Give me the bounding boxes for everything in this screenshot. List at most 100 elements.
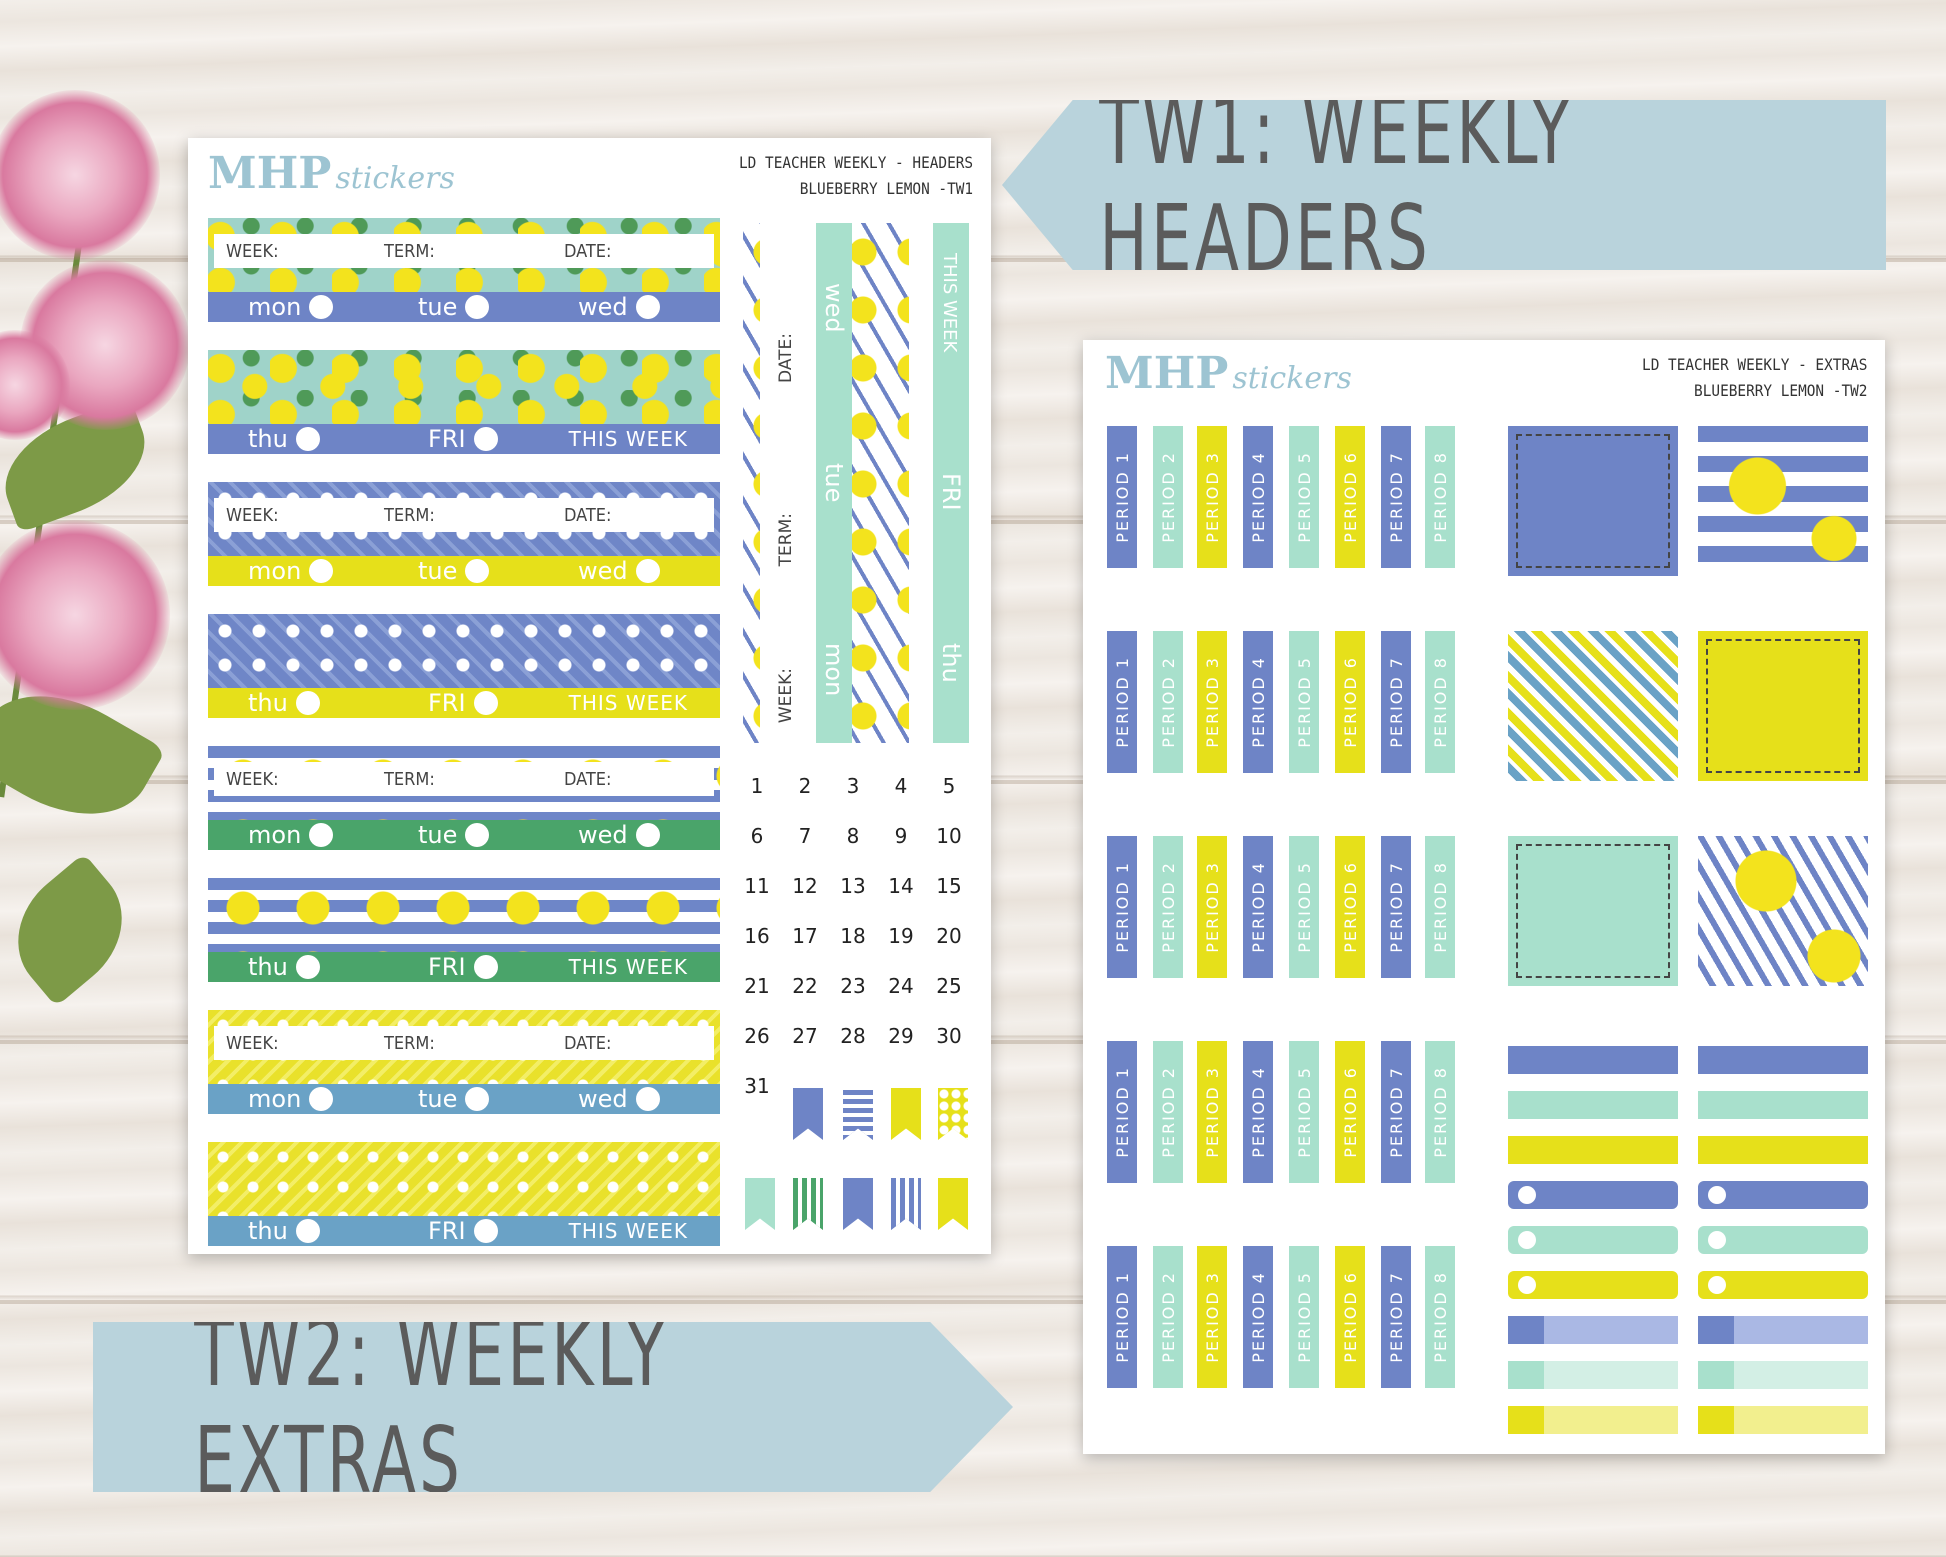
period-label: PERIOD 8 — [1430, 656, 1450, 748]
flag-sticker — [938, 1088, 968, 1140]
flag-sticker — [793, 1088, 823, 1140]
period-sticker: PERIOD 7 — [1381, 426, 1411, 568]
week-term-date-row: WEEK: TERM: DATE: — [214, 1026, 714, 1060]
calendar-date: 8 — [846, 824, 860, 848]
flag-sticker — [745, 1178, 775, 1230]
period-sticker: PERIOD 8 — [1425, 1246, 1455, 1388]
bar-sticker — [1698, 1181, 1868, 1209]
period-sticker: PERIOD 4 — [1243, 1041, 1273, 1183]
calendar-date: 17 — [792, 924, 818, 948]
period-label: PERIOD 3 — [1202, 1066, 1222, 1158]
calendar-date: 2 — [798, 774, 812, 798]
period-sticker: PERIOD 7 — [1381, 1041, 1411, 1183]
calendar-date: 21 — [744, 974, 770, 998]
vertical-day-strip-1: wed tue mon — [816, 223, 852, 743]
vertical-field-strip: DATE: TERM: WEEK: — [760, 223, 816, 743]
period-label: PERIOD 3 — [1202, 861, 1222, 953]
period-label: PERIOD 6 — [1340, 1271, 1360, 1363]
header-band-thu-fri-2: thu FRI THIS WEEK — [208, 614, 720, 718]
period-label: PERIOD 4 — [1248, 451, 1268, 543]
calendar-date: 24 — [888, 974, 914, 998]
period-sticker: PERIOD 4 — [1243, 426, 1273, 568]
period-label: PERIOD 1 — [1112, 1066, 1132, 1158]
day-row: mon tue wed — [208, 556, 720, 586]
calendar-date: 25 — [936, 974, 962, 998]
period-sticker: PERIOD 3 — [1197, 426, 1227, 568]
week-term-date-row: WEEK: TERM: DATE: — [214, 234, 714, 268]
period-sticker: PERIOD 8 — [1425, 426, 1455, 568]
period-label: PERIOD 5 — [1294, 1271, 1314, 1363]
calendar-date: 10 — [936, 824, 962, 848]
bar-sticker — [1698, 1091, 1868, 1119]
sheet-title: LD TEACHER WEEKLY - EXTRAS BLUEBERRY LEMO… — [1641, 355, 1867, 400]
bar-sticker — [1698, 1406, 1868, 1434]
sticker-sheet-tw2: MHP stickers LD TEACHER WEEKLY - EXTRAS BL… — [1083, 340, 1885, 1454]
bar-sticker — [1698, 1046, 1868, 1074]
period-label: PERIOD 4 — [1248, 1066, 1268, 1158]
period-label: PERIOD 5 — [1294, 656, 1314, 748]
day-row: thu FRI THIS WEEK — [208, 952, 720, 982]
period-label: PERIOD 2 — [1158, 656, 1178, 748]
calendar-date: 3 — [846, 774, 860, 798]
calendar-date: 18 — [840, 924, 866, 948]
sticker-sheet-tw1: MHP stickers LD TEACHER WEEKLY - HEADERS B… — [188, 138, 991, 1254]
calendar-date: 27 — [792, 1024, 818, 1048]
pattern-box-tile — [1508, 631, 1678, 781]
period-label: PERIOD 5 — [1294, 861, 1314, 953]
period-sticker: PERIOD 8 — [1425, 631, 1455, 773]
period-sticker: PERIOD 6 — [1335, 836, 1365, 978]
period-label: PERIOD 1 — [1112, 451, 1132, 543]
period-label: PERIOD 7 — [1386, 1271, 1406, 1363]
day-row: mon tue wed — [208, 1084, 720, 1114]
period-sticker: PERIOD 4 — [1243, 631, 1273, 773]
week-term-date-row: WEEK: TERM: DATE: — [214, 498, 714, 532]
wood-seam — [0, 1300, 1946, 1304]
period-sticker: PERIOD 1 — [1107, 836, 1137, 978]
banner-tw2: TW2: WEEKLY EXTRAS — [93, 1322, 1013, 1492]
period-sticker: PERIOD 2 — [1153, 426, 1183, 568]
calendar-date: 1 — [750, 774, 764, 798]
header-band-thu-fri-1: thu FRI THIS WEEK — [208, 350, 720, 454]
header-band-mon-wed-4: WEEK: TERM: DATE: mon tue wed — [208, 1010, 720, 1114]
period-label: PERIOD 3 — [1202, 1271, 1222, 1363]
full-box-blue — [1508, 426, 1678, 576]
bar-sticker — [1508, 1316, 1678, 1344]
day-row: mon tue wed — [208, 820, 720, 850]
bar-sticker — [1698, 1136, 1868, 1164]
period-label: PERIOD 6 — [1340, 656, 1360, 748]
calendar-date: 7 — [798, 824, 812, 848]
period-label: PERIOD 5 — [1294, 1066, 1314, 1158]
period-label: PERIOD 1 — [1112, 1271, 1132, 1363]
calendar-date: 16 — [744, 924, 770, 948]
full-box-mint — [1508, 836, 1678, 986]
period-label: PERIOD 2 — [1158, 1271, 1178, 1363]
period-sticker: PERIOD 7 — [1381, 631, 1411, 773]
period-label: PERIOD 6 — [1340, 861, 1360, 953]
logo: MHP stickers — [1105, 348, 1352, 399]
period-label: PERIOD 2 — [1158, 861, 1178, 953]
period-label: PERIOD 3 — [1202, 656, 1222, 748]
bar-sticker — [1698, 1271, 1868, 1299]
period-label: PERIOD 2 — [1158, 1066, 1178, 1158]
calendar-date: 19 — [888, 924, 914, 948]
week-term-date-row: WEEK: TERM: DATE: — [214, 762, 714, 796]
period-sticker: PERIOD 3 — [1197, 836, 1227, 978]
header-band-thu-fri-3: thu FRI THIS WEEK — [208, 878, 720, 982]
period-sticker: PERIOD 7 — [1381, 1246, 1411, 1388]
header-band-mon-wed-3: WEEK: TERM: DATE: mon tue wed — [208, 746, 720, 850]
calendar-date: 26 — [744, 1024, 770, 1048]
vertical-day-strip-2: THIS WEEK FRI thu — [933, 223, 969, 743]
period-sticker: PERIOD 2 — [1153, 1041, 1183, 1183]
period-label: PERIOD 4 — [1248, 656, 1268, 748]
pattern-box-lemon-stripe — [1698, 426, 1868, 576]
bar-sticker — [1698, 1226, 1868, 1254]
period-label: PERIOD 7 — [1386, 451, 1406, 543]
day-row: mon tue wed — [208, 292, 720, 322]
flag-sticker — [793, 1178, 823, 1230]
header-band-mon-wed-1: WEEK: TERM: DATE: mon tue wed — [208, 218, 720, 322]
header-band-thu-fri-4: thu FRI THIS WEEK — [208, 1142, 720, 1246]
period-sticker: PERIOD 8 — [1425, 1041, 1455, 1183]
calendar-date: 29 — [888, 1024, 914, 1048]
period-sticker: PERIOD 2 — [1153, 631, 1183, 773]
period-label: PERIOD 1 — [1112, 656, 1132, 748]
